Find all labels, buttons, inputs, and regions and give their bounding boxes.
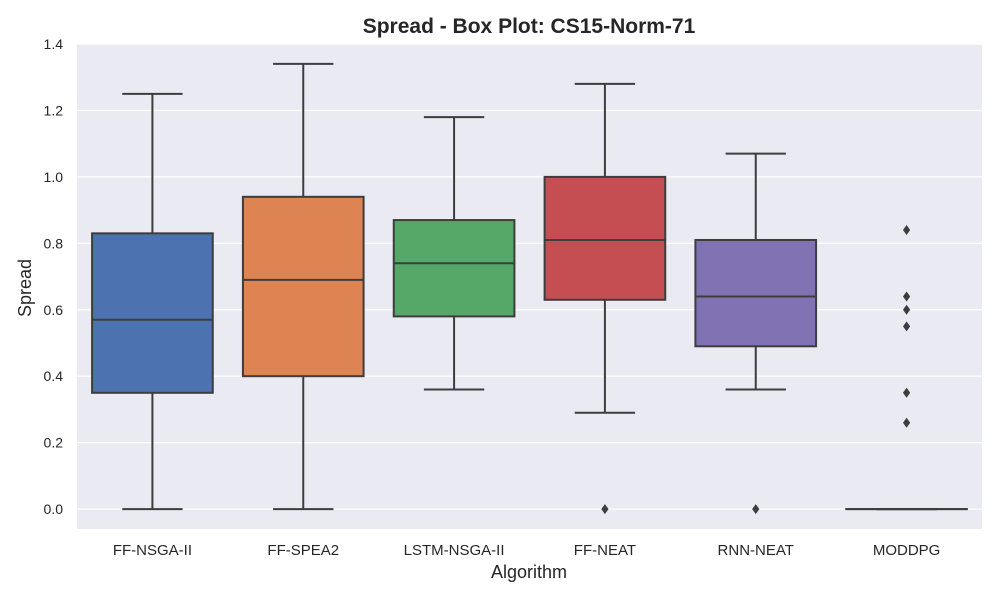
iqr-box [91, 232, 214, 394]
y-tick-label: 1.2 [44, 102, 64, 118]
grid-lines [77, 43, 982, 510]
outlier-point [601, 504, 609, 515]
box-group [241, 62, 365, 511]
y-tick-label: 1.0 [44, 169, 64, 185]
outlier-point [902, 225, 911, 236]
box-group [392, 116, 516, 391]
x-tick-label: LSTM-NSGA-II [404, 542, 505, 559]
outlier-point [902, 417, 911, 428]
outlier-point [902, 321, 911, 332]
y-axis-ticks: 0.0 0.2 0.4 0.6 0.8 1.0 1.2 1.4 [44, 36, 64, 517]
outlier-point [902, 387, 911, 398]
outlier-point [752, 504, 760, 515]
box-group [845, 225, 968, 511]
y-tick-label: 1.4 [44, 36, 64, 52]
iqr-box [241, 195, 365, 378]
y-tick-label: 0.6 [44, 302, 64, 318]
iqr-box [392, 219, 516, 318]
box-group [91, 92, 214, 511]
chart-title: Spread - Box Plot: CS15-Norm-71 [363, 15, 696, 38]
boxes [91, 62, 968, 515]
box-group [543, 82, 667, 515]
y-tick-label: 0.4 [44, 368, 64, 384]
y-tick-label: 0.8 [44, 235, 64, 251]
outlier-point [902, 291, 911, 302]
box-group [694, 152, 818, 515]
iqr-box [543, 175, 667, 301]
plot-area [77, 44, 982, 529]
y-axis-label: Spread [15, 259, 35, 317]
y-tick-label: 0.0 [44, 501, 64, 517]
x-tick-label: MODDPG [873, 542, 941, 559]
x-axis-label: Algorithm [491, 562, 567, 582]
x-axis-ticks: FF-NSGA-II FF-SPEA2 LSTM-NSGA-II FF-NEAT RNN… [113, 542, 941, 559]
x-tick-label: RNN-NEAT [718, 542, 794, 559]
x-tick-label: FF-NSGA-II [113, 542, 192, 559]
x-tick-label: FF-SPEA2 [267, 542, 339, 559]
y-tick-label: 0.2 [44, 435, 64, 451]
x-tick-label: FF-NEAT [574, 542, 636, 559]
iqr-box [694, 238, 818, 348]
outlier-point [902, 304, 911, 315]
